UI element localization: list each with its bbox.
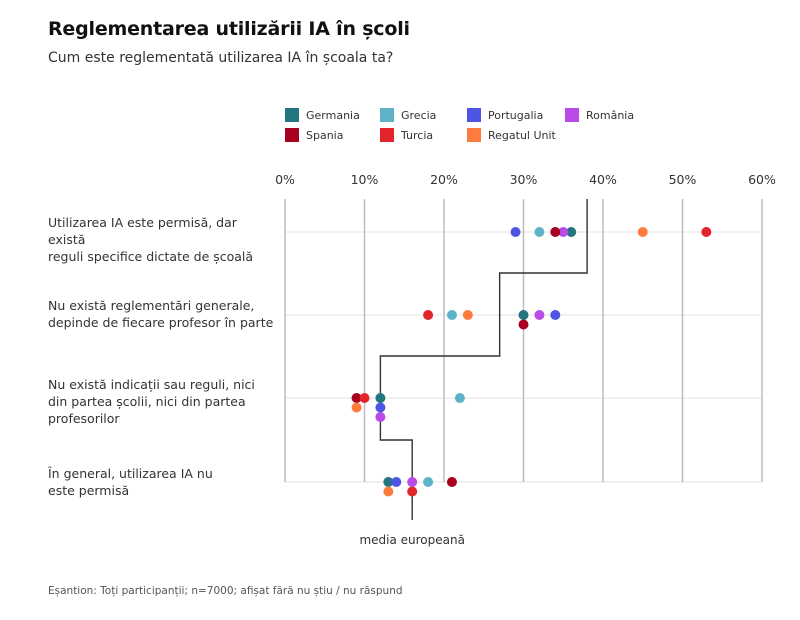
legend-label: Regatul Unit	[488, 128, 556, 142]
data-point-regatul-unit	[462, 310, 473, 320]
data-point-spania	[518, 319, 529, 330]
legend-swatch	[380, 108, 394, 122]
legend-swatch	[285, 128, 299, 142]
legend-swatch	[285, 108, 299, 122]
data-point-turcia	[701, 227, 712, 237]
legend-item: Regatul Unit	[467, 128, 556, 142]
x-tick-label: 30%	[510, 172, 538, 187]
chart-subtitle: Cum este reglementată utilizarea IA în ș…	[48, 50, 394, 66]
legend-item: Spania	[285, 128, 343, 142]
data-point-germania	[383, 477, 394, 487]
x-tick-label: 40%	[589, 172, 617, 187]
category-label-line: depinde de fiecare profesor în parte	[48, 315, 274, 330]
x-tick-label: 20%	[430, 172, 458, 187]
data-point-grecia	[446, 310, 457, 320]
chart-title: Reglementarea utilizării IA în școli	[48, 18, 410, 40]
legend-label: Grecia	[401, 108, 437, 122]
category-label: Nu există reglementări generale, depinde …	[48, 297, 278, 331]
data-point-germania	[518, 310, 529, 320]
category-label-line: În general, utilizarea IA nu	[48, 466, 213, 481]
data-point-portugalia	[391, 477, 402, 487]
category-label-line: din partea școlii, nici din partea	[48, 394, 246, 409]
category-label-line: Utilizarea IA este permisă, dar există	[48, 215, 237, 247]
data-point-grecia	[454, 393, 465, 403]
x-tick-label: 10%	[351, 172, 379, 187]
legend-label: Turcia	[401, 128, 434, 142]
category-label-line: profesorilor	[48, 411, 120, 426]
data-point-romania	[534, 310, 545, 320]
x-tick-label: 0%	[275, 172, 295, 187]
data-point-romania	[558, 227, 569, 237]
data-point-turcia	[359, 393, 370, 403]
legend-label: Spania	[306, 128, 344, 142]
category-label: Utilizarea IA este permisă, dar există re…	[48, 214, 278, 265]
data-point-spania	[351, 393, 362, 403]
legend-item: Turcia	[380, 128, 433, 142]
legend-swatch	[565, 108, 579, 122]
data-point-germania	[566, 227, 577, 237]
legend-swatch	[380, 128, 394, 142]
data-point-regatul-unit	[637, 227, 648, 237]
data-point-turcia	[407, 486, 418, 497]
data-point-romania	[375, 412, 386, 422]
footnote: Eșantion: Toți participanții; n=7000; af…	[48, 585, 403, 597]
data-point-spania	[550, 227, 561, 237]
data-point-grecia	[534, 227, 545, 237]
category-label-line: reguli specifice dictate de școală	[48, 249, 254, 264]
data-point-spania	[446, 477, 457, 487]
data-point-turcia	[423, 310, 434, 320]
european-median-label: media europeană	[359, 533, 465, 547]
category-label-line: Nu există indicații sau reguli, nici	[48, 377, 255, 392]
european-median-line	[379, 199, 588, 520]
legend-item: Grecia	[380, 108, 436, 122]
data-point-romania	[407, 477, 418, 487]
category-label-line: Nu există reglementări generale,	[48, 298, 255, 313]
data-point-grecia	[423, 477, 434, 487]
data-point-portugalia	[550, 310, 561, 320]
legend-item: Germania	[285, 108, 360, 122]
legend: Germania Grecia Portugalia România Spania Tur…	[285, 108, 665, 148]
data-point-portugalia	[510, 227, 521, 237]
legend-swatch	[467, 128, 481, 142]
x-tick-label: 60%	[748, 172, 776, 187]
legend-item: România	[565, 108, 634, 122]
legend-label: Portugalia	[488, 108, 544, 122]
x-tick-label: 50%	[669, 172, 697, 187]
data-point-portugalia	[375, 402, 386, 413]
legend-label: Germania	[306, 108, 360, 122]
category-label: În general, utilizarea IA nu este permisă	[48, 465, 278, 499]
data-point-regatul-unit	[351, 402, 362, 413]
category-label-line: este permisă	[48, 483, 130, 498]
category-label: Nu există indicații sau reguli, nici din …	[48, 376, 278, 427]
legend-label: România	[586, 108, 635, 122]
data-point-regatul-unit	[383, 486, 394, 497]
data-point-germania	[375, 393, 386, 403]
legend-item: Portugalia	[467, 108, 543, 122]
legend-swatch	[467, 108, 481, 122]
